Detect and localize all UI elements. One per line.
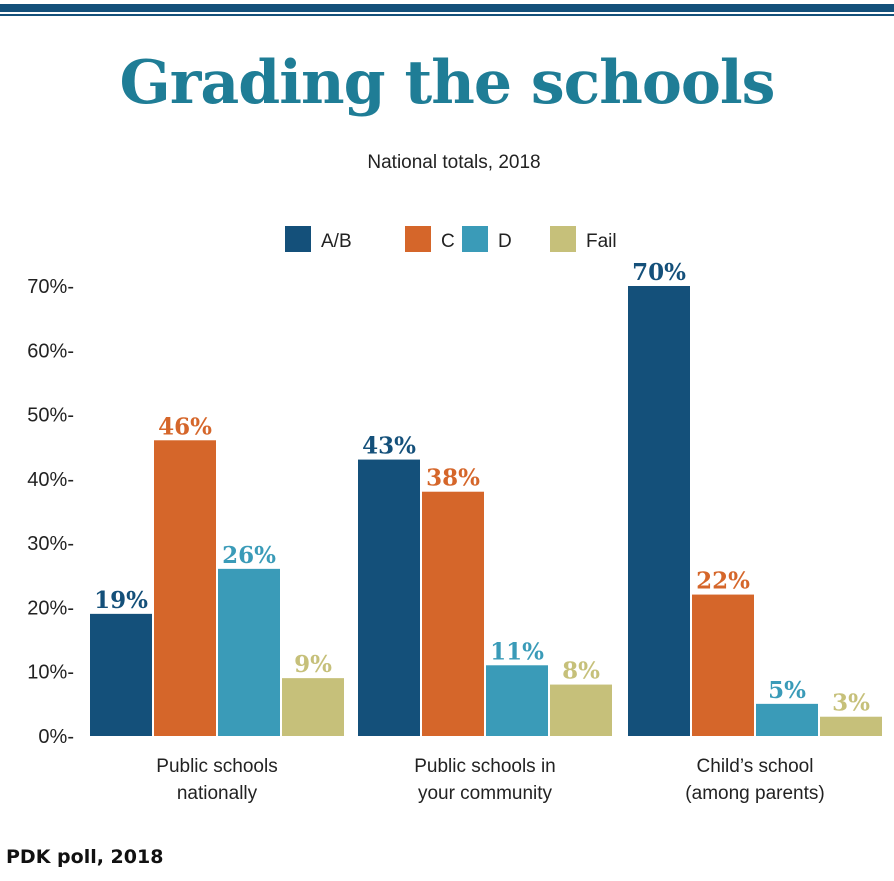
legend-swatch-c [405, 226, 431, 252]
chart-title: Grading the schools [119, 48, 776, 118]
y-tick-label: 40%- [27, 469, 74, 491]
data-label: 46% [158, 413, 212, 440]
bar [628, 286, 690, 736]
y-tick-label: 20%- [27, 597, 74, 619]
bar [550, 684, 612, 736]
category-label: Child’s school [697, 756, 814, 777]
data-label: 70% [632, 259, 686, 286]
bar [90, 613, 152, 736]
legend-label: Fail [586, 231, 617, 252]
bar [692, 594, 754, 736]
bar [486, 665, 548, 736]
data-label: 43% [362, 433, 416, 460]
source-note: PDK poll, 2018 [6, 846, 164, 868]
y-tick-label: 60%- [27, 340, 74, 362]
data-label: 3% [832, 690, 870, 717]
legend-swatch-ab [285, 226, 311, 252]
data-label: 22% [696, 568, 750, 595]
bar [422, 491, 484, 736]
data-label: 19% [94, 587, 148, 614]
bar [282, 678, 344, 736]
data-label: 38% [426, 465, 480, 492]
legend-swatch-fail [550, 226, 576, 252]
top-rule-thin [0, 14, 894, 16]
y-tick-label: 10%- [27, 662, 74, 684]
legend-label: D [498, 231, 512, 252]
chart-subtitle: National totals, 2018 [367, 152, 541, 173]
data-label: 8% [562, 658, 600, 685]
y-tick-label: 50%- [27, 405, 74, 427]
legend-label: C [441, 231, 455, 252]
category-label: Public schools [156, 756, 277, 777]
category-label: Public schools in [414, 756, 556, 777]
legend-swatch-d [462, 226, 488, 252]
data-label: 5% [768, 677, 806, 704]
y-tick-label: 70%- [27, 276, 74, 298]
data-label: 26% [222, 542, 276, 569]
data-label: 11% [490, 638, 544, 665]
bar [218, 568, 280, 736]
bar [154, 440, 216, 736]
category-label: your community [418, 783, 553, 804]
top-rule [0, 4, 894, 12]
category-label: (among parents) [685, 783, 824, 804]
bar [756, 703, 818, 736]
data-label: 9% [294, 651, 332, 678]
y-tick-label: 0%- [38, 726, 74, 748]
category-label: nationally [177, 783, 258, 804]
y-tick-label: 30%- [27, 533, 74, 555]
legend-label: A/B [321, 231, 352, 252]
bar [358, 459, 420, 736]
bar [820, 716, 882, 736]
